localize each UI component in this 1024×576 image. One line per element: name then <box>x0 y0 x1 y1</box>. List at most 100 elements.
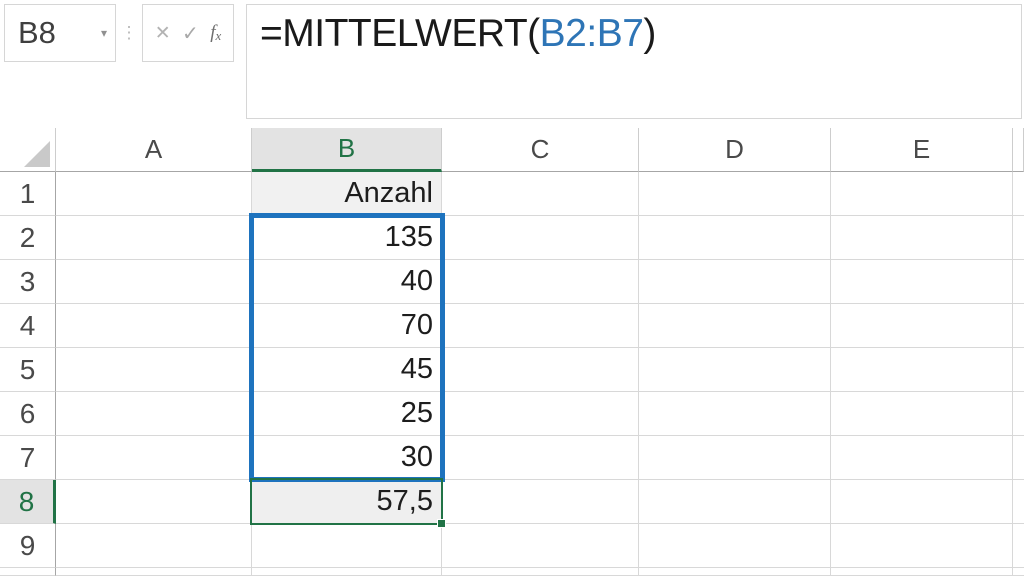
cell-A9[interactable] <box>56 524 252 568</box>
cell[interactable] <box>1013 568 1024 576</box>
enter-icon[interactable]: ✓ <box>182 22 199 45</box>
cell-D6[interactable] <box>639 392 831 436</box>
cell-D9[interactable] <box>639 524 831 568</box>
cell-B6[interactable]: 25 <box>252 392 442 436</box>
select-all-triangle-icon <box>24 141 50 167</box>
row-header-1[interactable]: 1 <box>0 172 56 216</box>
cell[interactable] <box>252 568 442 576</box>
cell-B8-active[interactable]: 57,5 <box>252 480 442 524</box>
formula-toolbar: B8 ▾ ⋮ ✕ ✓ fx =MITTELWERT(B2:B7) <box>0 0 1024 128</box>
cell-E1[interactable] <box>831 172 1013 216</box>
cell-E9[interactable] <box>831 524 1013 568</box>
cell[interactable] <box>1013 172 1024 216</box>
formula-suffix: ) <box>643 12 656 55</box>
cell-E2[interactable] <box>831 216 1013 260</box>
row-header-2[interactable]: 2 <box>0 216 56 260</box>
cell-A7[interactable] <box>56 436 252 480</box>
row-header-9[interactable]: 9 <box>0 524 56 568</box>
cell-E8[interactable] <box>831 480 1013 524</box>
formula-buttons-group: ✕ ✓ fx <box>142 4 234 62</box>
cell-B3[interactable]: 40 <box>252 260 442 304</box>
cell-A3[interactable] <box>56 260 252 304</box>
cell-A8[interactable] <box>56 480 252 524</box>
cell[interactable] <box>1013 216 1024 260</box>
cell-E7[interactable] <box>831 436 1013 480</box>
cancel-icon[interactable]: ✕ <box>154 22 171 44</box>
cell-C7[interactable] <box>442 436 639 480</box>
row-header-8[interactable]: 8 <box>0 480 56 524</box>
cell-B9[interactable] <box>252 524 442 568</box>
cell-A2[interactable] <box>56 216 252 260</box>
fx-x: x <box>215 28 222 43</box>
name-box-dropdown-icon[interactable]: ▾ <box>100 26 107 40</box>
formula-bar[interactable]: =MITTELWERT(B2:B7) <box>246 4 1022 119</box>
cell-D3[interactable] <box>639 260 831 304</box>
column-header-row: A B C D E <box>0 128 1024 172</box>
column-header-C[interactable]: C <box>442 128 639 172</box>
column-header-D[interactable]: D <box>639 128 831 172</box>
row-header-4[interactable]: 4 <box>0 304 56 348</box>
cell-C5[interactable] <box>442 348 639 392</box>
toolbar-separator-dots-icon: ⋮ <box>120 23 138 42</box>
cell-C6[interactable] <box>442 392 639 436</box>
cell-E3[interactable] <box>831 260 1013 304</box>
cell-C2[interactable] <box>442 216 639 260</box>
cell[interactable] <box>1013 260 1024 304</box>
cell-B1[interactable]: Anzahl <box>252 172 442 216</box>
cell-D5[interactable] <box>639 348 831 392</box>
column-header-E[interactable]: E <box>831 128 1013 172</box>
grid-row-7: 7 30 <box>0 436 1024 480</box>
cell-C4[interactable] <box>442 304 639 348</box>
cell-D4[interactable] <box>639 304 831 348</box>
row-header-10[interactable] <box>0 568 56 576</box>
column-header-A[interactable]: A <box>56 128 252 172</box>
cell-A4[interactable] <box>56 304 252 348</box>
cell[interactable] <box>831 568 1013 576</box>
cell-C8[interactable] <box>442 480 639 524</box>
cell-B2[interactable]: 135 <box>252 216 442 260</box>
row-header-6[interactable]: 6 <box>0 392 56 436</box>
cell-B4[interactable]: 70 <box>252 304 442 348</box>
cell[interactable] <box>1013 304 1024 348</box>
cell[interactable] <box>1013 392 1024 436</box>
cell-B7[interactable]: 30 <box>252 436 442 480</box>
cell[interactable] <box>639 568 831 576</box>
cell[interactable] <box>1013 524 1024 568</box>
column-header-partial[interactable] <box>1013 128 1024 172</box>
grid-row-10-partial <box>0 568 1024 576</box>
insert-function-icon[interactable]: fx <box>210 22 221 44</box>
cell[interactable] <box>1013 436 1024 480</box>
cell-E4[interactable] <box>831 304 1013 348</box>
cell-C9[interactable] <box>442 524 639 568</box>
grid-row-6: 6 25 <box>0 392 1024 436</box>
cell-D1[interactable] <box>639 172 831 216</box>
cell-B5[interactable]: 45 <box>252 348 442 392</box>
spreadsheet-grid: A B C D E 1 Anzahl 2 135 3 40 4 <box>0 128 1024 576</box>
column-header-B[interactable]: B <box>252 128 442 172</box>
row-header-3[interactable]: 3 <box>0 260 56 304</box>
name-box[interactable]: B8 ▾ <box>4 4 116 62</box>
cell-E5[interactable] <box>831 348 1013 392</box>
cell-D7[interactable] <box>639 436 831 480</box>
fill-handle[interactable] <box>437 519 446 528</box>
row-header-7[interactable]: 7 <box>0 436 56 480</box>
cell[interactable] <box>1013 480 1024 524</box>
cell-D8[interactable] <box>639 480 831 524</box>
grid-row-2: 2 135 <box>0 216 1024 260</box>
cell-A1[interactable] <box>56 172 252 216</box>
grid-row-3: 3 40 <box>0 260 1024 304</box>
cell[interactable] <box>56 568 252 576</box>
cell[interactable] <box>442 568 639 576</box>
cell-D2[interactable] <box>639 216 831 260</box>
cell-E6[interactable] <box>831 392 1013 436</box>
cell-A5[interactable] <box>56 348 252 392</box>
cell[interactable] <box>1013 348 1024 392</box>
cell-A6[interactable] <box>56 392 252 436</box>
grid-row-9: 9 <box>0 524 1024 568</box>
row-header-5[interactable]: 5 <box>0 348 56 392</box>
grid-row-1: 1 Anzahl <box>0 172 1024 216</box>
cell-C3[interactable] <box>442 260 639 304</box>
cell-C1[interactable] <box>442 172 639 216</box>
select-all-corner[interactable] <box>0 128 56 172</box>
grid-row-8: 8 57,5 <box>0 480 1024 524</box>
